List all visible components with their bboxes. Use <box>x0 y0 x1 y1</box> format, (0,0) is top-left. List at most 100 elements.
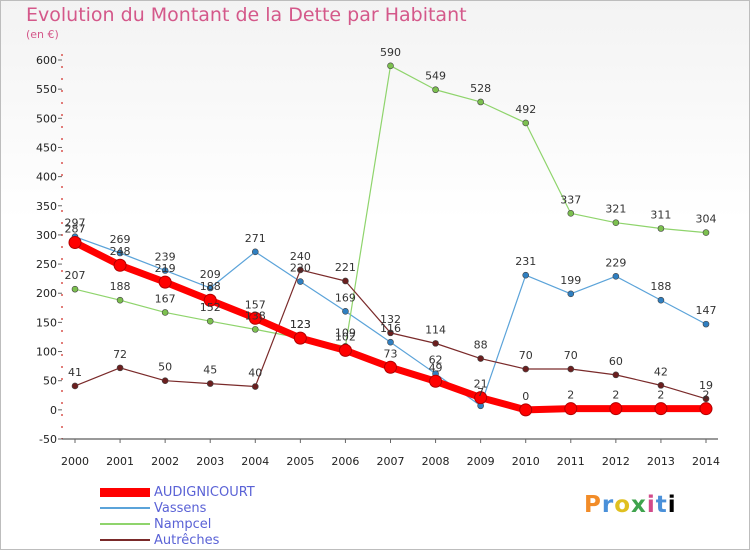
data-point <box>657 225 665 232</box>
data-point <box>251 383 259 390</box>
y-tick-label: 550 <box>36 83 57 96</box>
data-label: 2 <box>657 389 664 402</box>
data-label: 138 <box>245 309 266 322</box>
x-tick-label: 2006 <box>331 455 359 468</box>
data-label: 19 <box>699 379 713 392</box>
data-label: 528 <box>470 82 491 95</box>
data-label: 337 <box>560 193 581 206</box>
data-point <box>387 338 394 346</box>
data-point <box>71 382 79 390</box>
data-point <box>432 86 439 94</box>
data-label: 492 <box>515 103 536 116</box>
data-point <box>161 267 169 274</box>
logo-letter: r <box>601 492 615 518</box>
data-point <box>248 311 262 325</box>
data-point <box>116 249 124 257</box>
data-point <box>477 98 484 106</box>
x-tick-label: 2009 <box>467 455 495 468</box>
data-label: 114 <box>425 323 446 336</box>
legend-swatch <box>100 539 150 541</box>
data-point <box>387 329 394 337</box>
data-label: 221 <box>335 261 356 274</box>
data-label: 219 <box>155 262 176 275</box>
legend-label: Vassens <box>154 500 207 516</box>
y-tick-label: 400 <box>36 171 57 184</box>
data-point <box>612 219 620 226</box>
data-point <box>384 360 397 374</box>
data-label: 157 <box>245 298 266 311</box>
data-label: 209 <box>200 268 221 281</box>
x-tick-label: 2010 <box>512 455 540 468</box>
x-tick-label: 2013 <box>647 455 675 468</box>
data-label: 123 <box>290 318 311 331</box>
data-point <box>702 229 710 236</box>
logo-letter: i <box>667 492 677 518</box>
data-label: 41 <box>68 366 82 379</box>
proxiti-logo: Proxiti <box>584 492 677 518</box>
y-tick-label: 0 <box>50 404 57 417</box>
data-point <box>116 296 124 304</box>
data-label: 297 <box>65 217 86 230</box>
data-point <box>609 402 623 416</box>
data-label: 45 <box>203 364 217 377</box>
x-tick-label: 2004 <box>241 455 269 468</box>
data-label: 188 <box>110 280 131 293</box>
data-point <box>567 365 575 373</box>
data-label: 167 <box>155 292 176 305</box>
x-tick-label: 2012 <box>602 455 630 468</box>
logo-letter: i <box>646 492 656 518</box>
data-point <box>567 290 575 298</box>
data-point <box>206 380 214 387</box>
data-label: 590 <box>380 46 401 59</box>
data-point <box>654 402 668 416</box>
data-point <box>251 248 259 256</box>
data-label: 239 <box>155 250 176 263</box>
data-label: 70 <box>564 349 578 362</box>
data-label: 49 <box>429 361 443 374</box>
x-tick-label: 2007 <box>377 455 405 468</box>
y-tick-label: 100 <box>36 346 57 359</box>
data-label: 549 <box>425 70 446 83</box>
legend: AUDIGNICOURT Vassens Nampcel Autrêches <box>100 484 255 548</box>
data-point <box>203 293 217 307</box>
chart-title: Evolution du Montant de la Dette par Hab… <box>26 4 467 26</box>
data-label: 132 <box>380 313 401 326</box>
logo-letter: t <box>655 492 668 518</box>
data-point <box>342 277 349 285</box>
data-point <box>564 402 578 416</box>
data-label: 304 <box>696 213 717 226</box>
data-label: 2 <box>567 389 574 402</box>
data-label: 2 <box>612 389 619 402</box>
data-label: 73 <box>384 347 398 360</box>
data-point <box>68 236 82 250</box>
data-label: 287 <box>65 223 86 236</box>
data-point <box>161 377 169 384</box>
legend-item-nampcel: Nampcel <box>100 516 255 532</box>
data-point <box>657 382 665 389</box>
data-label: 40 <box>248 367 262 380</box>
y-tick-label: 350 <box>36 200 57 213</box>
data-point <box>477 355 484 362</box>
data-point <box>71 285 79 293</box>
legend-swatch <box>100 507 150 509</box>
y-tick-label: 150 <box>36 316 57 329</box>
data-label: 50 <box>158 361 172 374</box>
x-tick-label: 2005 <box>286 455 314 468</box>
data-label: 269 <box>110 233 131 246</box>
data-label: 42 <box>654 365 668 378</box>
data-point <box>657 296 665 304</box>
data-point <box>699 402 713 416</box>
data-label: 116 <box>380 322 401 335</box>
y-tick-label: 450 <box>36 141 57 154</box>
y-tick-label: 250 <box>36 258 57 271</box>
x-tick-label: 2003 <box>196 455 224 468</box>
data-point <box>113 258 127 272</box>
data-label: 199 <box>560 274 581 287</box>
data-point <box>293 331 307 345</box>
data-point <box>522 365 530 373</box>
x-tick-label: 2008 <box>422 455 450 468</box>
data-point <box>702 320 710 328</box>
data-point <box>567 210 575 217</box>
data-label: 271 <box>245 232 266 245</box>
